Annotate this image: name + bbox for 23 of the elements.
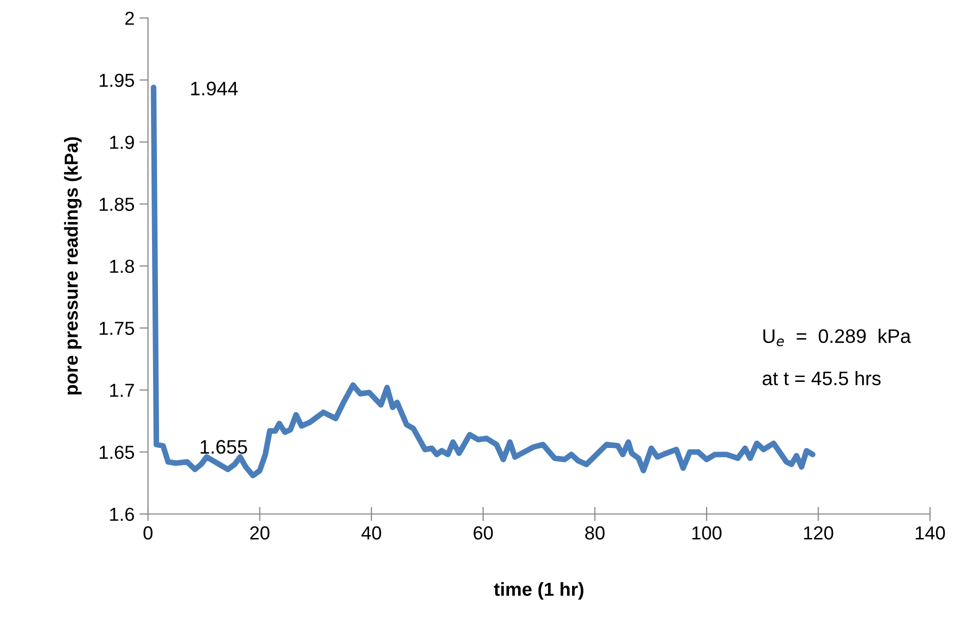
x-tick-label: 20 xyxy=(250,526,270,540)
y-tick-label: 1.95 xyxy=(100,74,134,87)
x-tick-label: 140 xyxy=(916,526,945,540)
x-tick-label: 80 xyxy=(585,526,605,540)
y-tick-label: 1.65 xyxy=(100,446,134,459)
y-tick-label: 1.85 xyxy=(100,198,134,211)
annotation: U$_{e}$ = 0.289 kPa xyxy=(763,328,911,346)
y-tick-label: 1.7 xyxy=(110,384,134,397)
y-tick-label: 1.6 xyxy=(110,508,134,521)
y-tick-label: 1.9 xyxy=(110,136,134,149)
y-tick-label: 1.8 xyxy=(110,260,134,273)
x-tick-label: 120 xyxy=(804,526,834,540)
x-tick-label: 100 xyxy=(692,526,722,540)
annotation: 1.655 xyxy=(200,440,248,454)
annotation: 1.944 xyxy=(191,82,238,96)
y-axis-title: pore pressure readings (kPa) xyxy=(64,137,82,394)
y-tick-label: 2 xyxy=(125,12,134,25)
x-tick-label: 40 xyxy=(361,526,382,540)
x-axis-title: time (1 hr) xyxy=(494,582,584,600)
x-tick-label: 0 xyxy=(144,526,152,540)
x-tick-label: 60 xyxy=(474,526,493,540)
y-tick-label: 1.75 xyxy=(100,322,134,335)
annotation: at t = 45.5 hrs xyxy=(762,371,881,386)
